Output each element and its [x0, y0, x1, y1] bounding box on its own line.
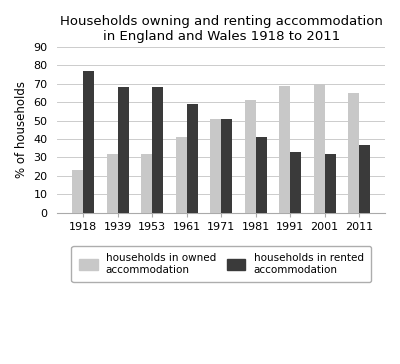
- Bar: [279, 86, 290, 213]
- Bar: [348, 93, 359, 213]
- Legend: households in owned
accommodation, households in rented
accommodation: households in owned accommodation, house…: [72, 246, 371, 282]
- Bar: [187, 104, 198, 213]
- Bar: [325, 154, 336, 213]
- Y-axis label: % of households: % of households: [15, 81, 28, 178]
- Bar: [290, 152, 301, 213]
- Bar: [221, 119, 232, 213]
- Bar: [245, 100, 256, 213]
- Bar: [314, 84, 325, 213]
- Bar: [107, 154, 118, 213]
- Bar: [118, 87, 129, 213]
- Bar: [176, 137, 187, 213]
- Bar: [210, 119, 221, 213]
- Bar: [359, 145, 370, 213]
- Bar: [72, 170, 83, 213]
- Bar: [83, 71, 94, 213]
- Title: Households owning and renting accommodation
in England and Wales 1918 to 2011: Households owning and renting accommodat…: [60, 15, 383, 43]
- Bar: [152, 87, 163, 213]
- Bar: [256, 137, 267, 213]
- Bar: [141, 154, 152, 213]
